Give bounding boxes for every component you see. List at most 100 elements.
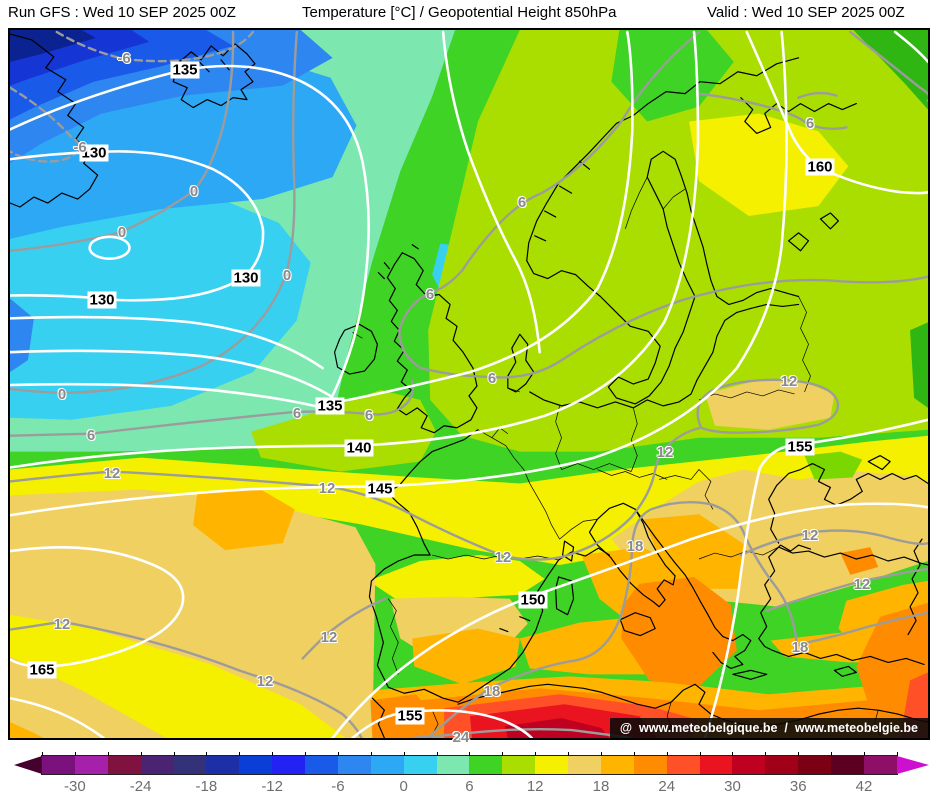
colorbar-tick [896, 752, 898, 756]
colorbar-tick [864, 752, 865, 756]
height-contours [10, 30, 928, 738]
colorbar-tick-label: 36 [789, 778, 807, 795]
colorbar-segments [41, 755, 898, 775]
colorbar-tick [42, 752, 43, 756]
colorbar-tick-label: 42 [855, 778, 873, 795]
colorbar-segment [699, 756, 733, 774]
colorbar-segment [206, 756, 240, 774]
height-label: 165 [27, 661, 57, 679]
temp-label: 12 [853, 576, 871, 593]
colorbar-tick [699, 752, 701, 756]
colorbar-tick [831, 752, 833, 756]
height-label: 155 [785, 438, 815, 456]
temp-label: 18 [791, 639, 809, 656]
temp-label: 6 [86, 427, 96, 444]
colorbar-tick [403, 752, 405, 756]
colorbar-tick-label: 24 [658, 778, 676, 795]
temp-label: -6 [117, 50, 131, 67]
colorbar-segment [107, 756, 141, 774]
colorbar-segment [863, 756, 897, 774]
temp-label: 12 [801, 527, 819, 544]
colorbar-tick [568, 752, 570, 756]
colorbar-segment [502, 756, 536, 774]
colorbar-tick-label: -30 [64, 778, 86, 795]
height-label: 130 [79, 144, 109, 162]
colorbar-tick [239, 752, 241, 756]
colorbar-tick [206, 752, 208, 756]
colorbar-segment [469, 756, 503, 774]
colorbar-segment [305, 756, 338, 774]
temp-label: 18 [483, 683, 501, 700]
colorbar-tick-label: 0 [399, 778, 408, 795]
colorbar-tick [337, 752, 339, 756]
colorbar-tick [74, 752, 76, 756]
height-label: 155 [395, 707, 425, 725]
colorbar-segment [42, 756, 75, 774]
chart-title: Temperature [°C] / Geopotential Height 8… [302, 4, 617, 21]
colorbar-tick-label: -24 [129, 778, 152, 795]
country-borders [352, 177, 881, 738]
valid-time-label: Valid : Wed 10 SEP 2025 00Z [707, 4, 905, 21]
colorbar-segment [140, 756, 174, 774]
height-label: 140 [344, 439, 374, 457]
colorbar-tick [535, 752, 537, 756]
colorbar-right-arrow [896, 756, 929, 774]
temp-label: 12 [256, 673, 274, 690]
colorbar-tick [173, 752, 175, 756]
temp-label: 12 [103, 465, 121, 482]
colorbar-segment [831, 756, 864, 774]
colorbar-tick [798, 752, 800, 756]
temp-label: 6 [292, 405, 302, 422]
temp-label: 6 [425, 286, 435, 303]
colorbar-segment [239, 756, 273, 774]
colorbar-tick-label: -18 [195, 778, 218, 795]
colorbar-segment [633, 756, 667, 774]
colorbar-tick [765, 752, 767, 756]
colorbar-segment [732, 756, 766, 774]
colorbar-segment [337, 756, 371, 774]
temp-label: 12 [656, 444, 674, 461]
temperature-colorbar: -30 -24 -18 -12 -6 0 6 12 18 24 30 36 42 [0, 748, 940, 800]
temp-label: 18 [626, 538, 644, 555]
temp-label: 6 [487, 370, 497, 387]
temp-label: 0 [189, 183, 199, 200]
colorbar-tick [666, 752, 668, 756]
height-label: 130 [87, 291, 117, 309]
colorbar-segment [272, 756, 305, 774]
temp-label: 12 [318, 480, 336, 497]
colorbar-segment [173, 756, 207, 774]
height-label: 150 [518, 591, 548, 609]
temp-label: 6 [364, 407, 374, 424]
colorbar-tick [305, 752, 307, 756]
colorbar-tick-label: 18 [592, 778, 610, 795]
temp-label: 0 [117, 224, 127, 241]
colorbar-tick-label: -6 [331, 778, 345, 795]
colorbar-tick [436, 752, 438, 756]
temp-label: 0 [282, 267, 292, 284]
colorbar-segment [535, 756, 568, 774]
colorbar-segment [370, 756, 404, 774]
map-graphic [10, 30, 928, 738]
colorbar-segment [666, 756, 700, 774]
colorbar-segment [403, 756, 437, 774]
temperature-contours [10, 30, 928, 738]
temp-label: 12 [53, 616, 71, 633]
temp-label: 6 [517, 194, 527, 211]
height-label: 135 [170, 61, 200, 79]
colorbar-segment [765, 756, 799, 774]
model-run-label: Run GFS : Wed 10 SEP 2025 00Z [8, 4, 236, 21]
colorbar-tick [732, 752, 734, 756]
colorbar-tick [502, 752, 504, 756]
colorbar-tick [600, 752, 602, 756]
colorbar-tick-label: 12 [526, 778, 544, 795]
watermark: @ www.meteobelgique.be / www.meteobelgie… [609, 718, 928, 738]
colorbar-tick-label: -12 [261, 778, 283, 795]
temp-label: 12 [494, 549, 512, 566]
temp-label: 12 [780, 373, 798, 390]
colorbar-tick [633, 752, 635, 756]
temp-label: 0 [57, 386, 67, 403]
height-label: 135 [315, 397, 345, 415]
colorbar-tick [140, 752, 142, 756]
height-label: 130 [231, 269, 261, 287]
